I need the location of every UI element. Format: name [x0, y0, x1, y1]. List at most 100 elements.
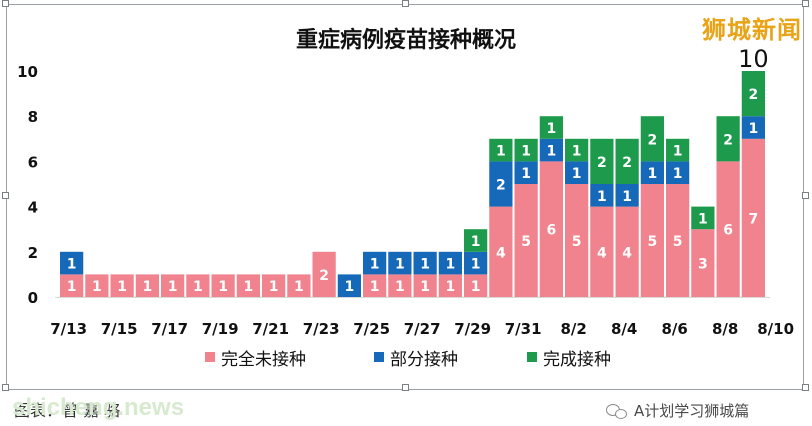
x-tick-label: 7/27 — [404, 320, 441, 338]
resize-handle-bottom-left[interactable] — [2, 384, 9, 391]
bar-total-label: 10 — [738, 45, 769, 73]
resize-handle-right[interactable] — [802, 192, 809, 199]
bar-segment-partial — [615, 184, 639, 207]
y-tick-label: 8 — [28, 108, 38, 126]
bar-data-label: 6 — [723, 223, 733, 239]
legend-swatch — [374, 352, 384, 362]
bar-segment-unvaccinated — [287, 274, 311, 297]
bar-data-label: 1 — [269, 279, 279, 295]
bar-data-label: 1 — [698, 211, 708, 227]
bar-data-label: 3 — [698, 257, 708, 273]
bar-segment-complete — [514, 138, 538, 162]
bar-segment-partial — [60, 251, 84, 275]
bar-segment-unvaccinated — [186, 274, 210, 297]
bar-segment-unvaccinated — [666, 184, 690, 297]
bar-data-label: 4 — [496, 245, 506, 261]
bar-data-label: 1 — [521, 144, 531, 160]
bar-data-label: 1 — [67, 257, 77, 273]
x-tick-label: 7/13 — [50, 320, 87, 338]
bar-data-label: 2 — [622, 155, 632, 171]
x-tick-label: 7/21 — [252, 320, 289, 338]
legend-label: 部分接种 — [390, 350, 458, 370]
bar-segment-partial — [741, 116, 765, 139]
bar-segment-unvaccinated — [85, 274, 109, 297]
bar-data-label: 1 — [572, 144, 582, 160]
bar-data-label: 1 — [345, 279, 355, 295]
y-axis: 0 2 4 6 8 10 — [17, 63, 770, 307]
bar-data-label: 1 — [648, 166, 658, 182]
bar-data-label: 2 — [723, 132, 733, 148]
x-tick-label: 7/19 — [202, 320, 239, 338]
wechat-icon — [606, 403, 628, 419]
bar-segment-unvaccinated — [110, 274, 134, 297]
bar-segment-complete — [539, 116, 563, 139]
bar-data-label: 2 — [597, 155, 607, 171]
bar-data-label: 1 — [117, 279, 127, 295]
legend: 完全未接种 部分接种 完成接种 — [205, 350, 611, 370]
bar-segment-complete — [464, 229, 488, 252]
bar-segment-unvaccinated — [590, 206, 614, 297]
resize-handle-top[interactable] — [402, 0, 409, 7]
bar-data-label: 2 — [319, 268, 329, 284]
bar-data-label: 1 — [395, 257, 405, 273]
bar-data-label: 1 — [572, 166, 582, 182]
bar-segment-unvaccinated — [60, 274, 84, 297]
bar-segment-unvaccinated — [539, 161, 563, 297]
bar-segment-unvaccinated — [565, 184, 589, 297]
bar-data-label: 2 — [749, 87, 759, 103]
y-tick-label: 4 — [28, 199, 38, 217]
y-tick-label: 6 — [28, 153, 38, 171]
bar-data-label: 1 — [547, 121, 557, 137]
resize-handle-top-right[interactable] — [802, 0, 809, 7]
bar-segment-unvaccinated — [262, 274, 286, 297]
bar-segment-partial — [489, 161, 513, 207]
x-tick-label: 8/2 — [560, 320, 586, 338]
bar-segment-partial — [438, 251, 462, 275]
bar-segment-complete — [640, 116, 664, 162]
bar-data-label: 1 — [521, 166, 531, 182]
resize-handle-bottom[interactable] — [402, 384, 409, 391]
x-tick-label: 7/29 — [454, 320, 491, 338]
bar-segment-unvaccinated — [135, 274, 159, 297]
legend-label: 完成接种 — [543, 350, 611, 370]
bar-segment-unvaccinated — [716, 161, 740, 297]
legend-swatch — [205, 352, 215, 362]
bar-data-label: 5 — [572, 234, 582, 250]
bar-segment-unvaccinated — [413, 274, 437, 297]
bar-segment-partial — [539, 138, 563, 162]
bar-data-label: 1 — [547, 144, 557, 160]
x-tick-label: 7/15 — [101, 320, 138, 338]
bars-group: 111 1 1 1 1 1 1 1 121 111111111114215116115114124… — [60, 45, 769, 297]
bar-segment-partial — [666, 161, 690, 184]
bar-segment-unvaccinated — [236, 274, 260, 297]
y-tick-label: 0 — [28, 289, 38, 307]
watermark: shicheng.news — [12, 394, 185, 421]
bar-data-label: 1 — [92, 279, 102, 295]
bar-data-label: 1 — [143, 279, 153, 295]
bar-segment-unvaccinated — [464, 274, 488, 297]
bar-data-label: 6 — [547, 223, 557, 239]
resize-handle-left[interactable] — [2, 192, 9, 199]
resize-handle-top-left[interactable] — [2, 0, 9, 7]
bar-data-label: 1 — [370, 279, 380, 295]
resize-handle-bottom-right[interactable] — [802, 384, 809, 391]
bar-segment-unvaccinated — [388, 274, 412, 297]
bar-segment-complete — [565, 138, 589, 162]
legend-label: 完全未接种 — [221, 350, 306, 370]
bar-segment-unvaccinated — [514, 184, 538, 297]
bar-data-label: 1 — [294, 279, 304, 295]
bar-data-label: 1 — [370, 257, 380, 273]
bar-segment-complete — [489, 138, 513, 162]
bar-segment-partial — [413, 251, 437, 275]
bar-segment-unvaccinated — [691, 229, 715, 297]
x-tick-label: 8/4 — [611, 320, 637, 338]
bar-segment-partial — [464, 251, 488, 275]
bar-data-label: 5 — [521, 234, 531, 250]
bar-segment-complete — [666, 138, 690, 162]
bar-data-label: 1 — [673, 144, 683, 160]
bar-segment-partial — [565, 161, 589, 184]
bar-segment-unvaccinated — [161, 274, 185, 297]
bar-segment-partial — [363, 251, 387, 275]
bar-data-label: 1 — [420, 257, 430, 273]
bar-segment-partial — [337, 274, 361, 297]
